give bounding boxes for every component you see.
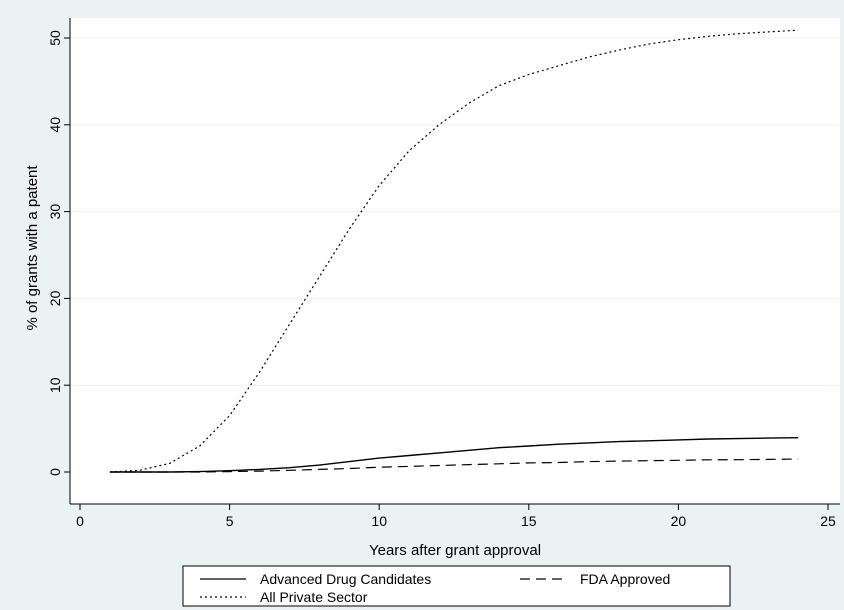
legend-label-1: FDA Approved	[580, 571, 670, 587]
x-tick-label-5: 5	[226, 513, 234, 529]
axes	[64, 18, 840, 510]
y-tick-label-50: 50	[47, 30, 63, 46]
series-line-0	[109, 437, 799, 473]
series-line-2	[109, 29, 799, 473]
legend-box	[182, 565, 731, 607]
y-tick-label-0: 0	[47, 468, 63, 476]
x-tick-label-25: 25	[820, 513, 836, 529]
series-line-1	[109, 458, 799, 473]
legend: Advanced Drug Candidates FDA Approved All …	[182, 565, 731, 607]
y-tick-label-20: 20	[47, 290, 63, 306]
y-tick-label-40: 40	[47, 117, 63, 133]
gridlines	[70, 37, 840, 386]
y-axis-title: % of grants with a patent	[24, 165, 41, 331]
tick-labels: 0 5 10 15 20 25 0 10 20 30 40 50	[47, 30, 836, 529]
legend-label-2: All Private Sector	[260, 589, 368, 605]
x-tick-label-0: 0	[76, 513, 84, 529]
plot-area	[70, 18, 840, 504]
x-tick-label-20: 20	[671, 513, 687, 529]
legend-label-0: Advanced Drug Candidates	[260, 571, 431, 587]
x-axis-title: Years after grant approval	[369, 542, 541, 559]
y-tick-label-10: 10	[47, 377, 63, 393]
x-tick-label-15: 15	[521, 513, 537, 529]
x-tick-label-10: 10	[371, 513, 387, 529]
series-lines	[109, 29, 799, 473]
y-tick-label-30: 30	[47, 204, 63, 220]
